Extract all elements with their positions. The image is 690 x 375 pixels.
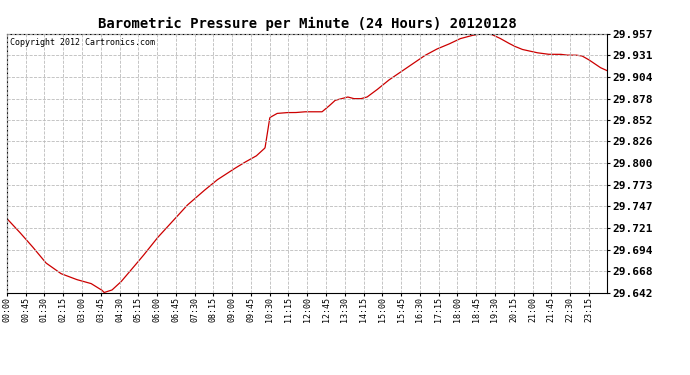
- Text: Copyright 2012 Cartronics.com: Copyright 2012 Cartronics.com: [10, 38, 155, 46]
- Title: Barometric Pressure per Minute (24 Hours) 20120128: Barometric Pressure per Minute (24 Hours…: [98, 17, 516, 31]
